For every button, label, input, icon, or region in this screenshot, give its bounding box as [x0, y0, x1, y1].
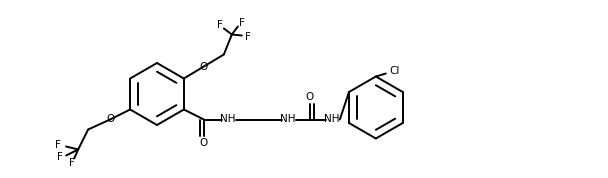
Text: F: F: [55, 140, 61, 151]
Text: F: F: [245, 32, 250, 41]
Text: O: O: [199, 137, 208, 148]
Text: NH: NH: [280, 114, 295, 124]
Text: O: O: [106, 114, 114, 124]
Text: F: F: [57, 153, 63, 163]
Text: NH: NH: [324, 114, 340, 124]
Text: NH: NH: [220, 114, 235, 124]
Text: F: F: [69, 158, 75, 169]
Text: Cl: Cl: [390, 67, 400, 77]
Text: F: F: [239, 17, 245, 27]
Text: F: F: [217, 20, 223, 30]
Text: O: O: [199, 62, 208, 72]
Text: O: O: [306, 91, 314, 101]
